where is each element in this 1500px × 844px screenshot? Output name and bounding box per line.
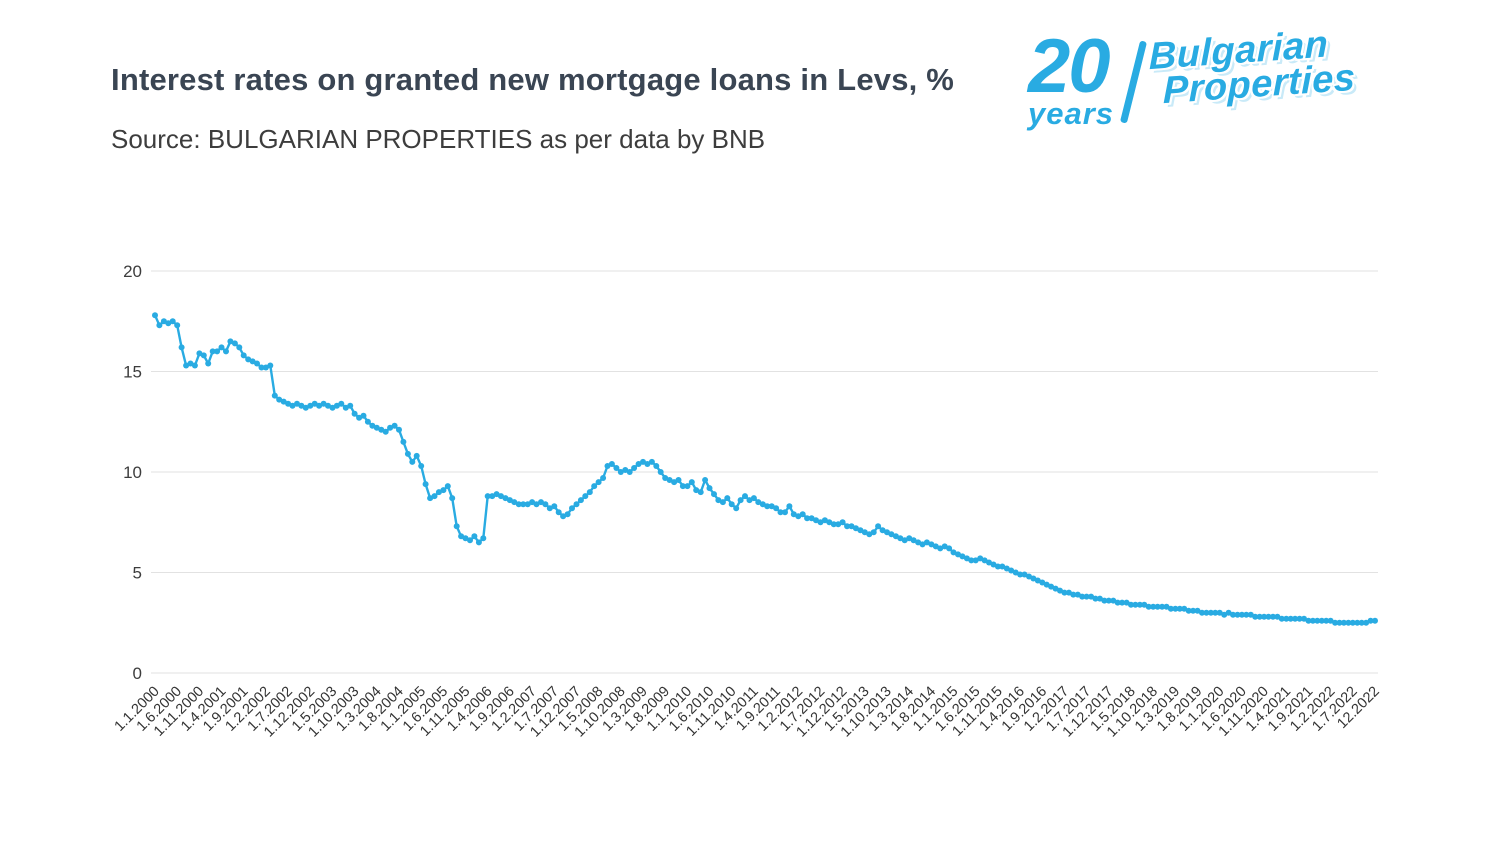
- svg-text:15: 15: [123, 363, 142, 382]
- logo-years-text: years: [1028, 96, 1115, 132]
- header: Interest rates on granted new mortgage l…: [111, 62, 954, 155]
- bulgarian-properties-logo: 20 years Bulgarian Properties: [1028, 23, 1356, 132]
- y-axis-labels: 0 5 10 15 20: [123, 262, 142, 683]
- series-line: [153, 314, 1377, 624]
- chart-title: Interest rates on granted new mortgage l…: [111, 62, 955, 97]
- series-points: [152, 312, 1378, 626]
- logo-20-number: 20: [1028, 24, 1111, 109]
- svg-text:10: 10: [123, 463, 142, 482]
- svg-text:5: 5: [133, 564, 142, 583]
- chart-source: Source: BULGARIAN PROPERTIES as per data…: [111, 124, 766, 154]
- gridlines: [151, 270, 1378, 674]
- svg-text:0: 0: [133, 664, 142, 683]
- logo-20-years: 20 years: [1028, 24, 1115, 132]
- svg-text:20: 20: [123, 262, 142, 281]
- x-axis-labels: 1.1.20001.6.20001.11.20001.4.20011.9.200…: [112, 684, 1383, 741]
